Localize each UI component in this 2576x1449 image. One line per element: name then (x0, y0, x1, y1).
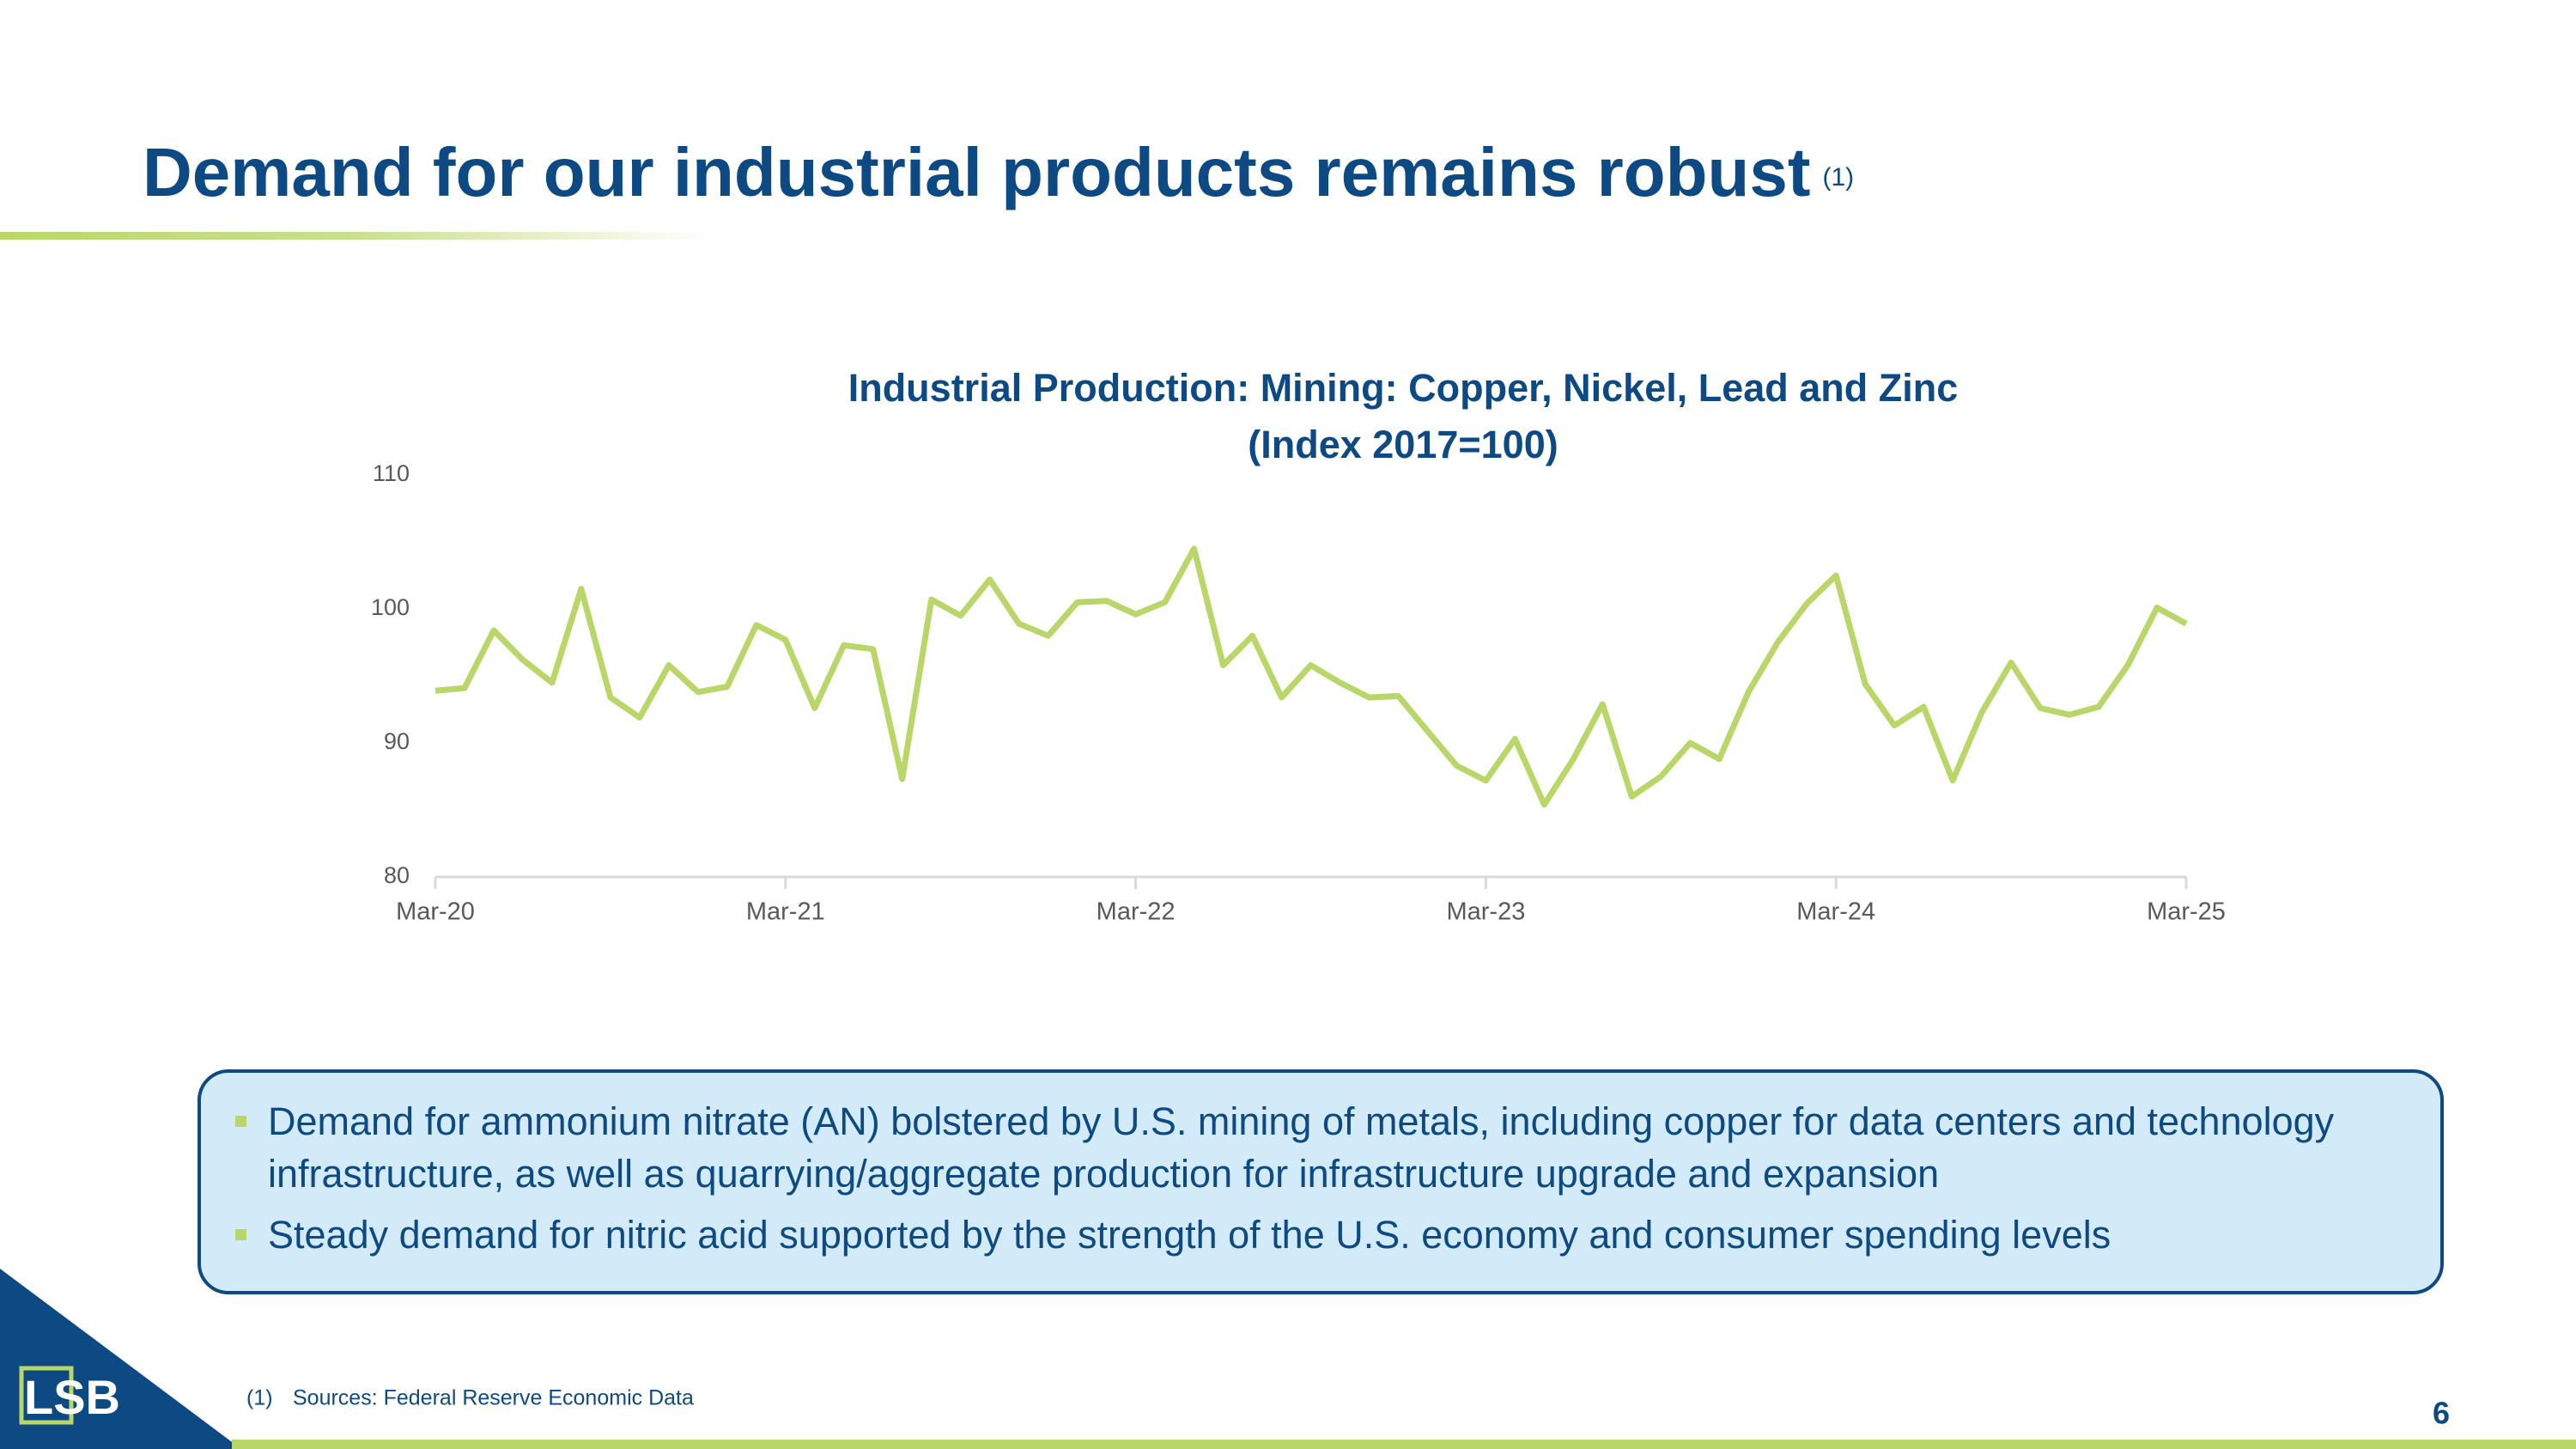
bottom-bar (232, 1440, 2576, 1449)
title-note: (1) (1822, 163, 1854, 192)
page-number: 6 (2433, 1396, 2450, 1431)
title-rule (0, 232, 713, 240)
x-tick-label: Mar-20 (396, 898, 475, 926)
chart-subtitle: (Index 2017=100) (1248, 423, 1558, 466)
x-tick-label: Mar-22 (1097, 898, 1176, 926)
x-tick-label: Mar-23 (1446, 898, 1525, 926)
bullet-box: Demand for ammonium nitrate (AN) bolster… (197, 1069, 2444, 1294)
y-tick-label: 110 (373, 460, 410, 486)
logo-triangle (0, 1269, 241, 1449)
y-tick-label: 100 (371, 594, 410, 620)
x-tick-label: Mar-21 (746, 898, 825, 926)
x-tick-label: Mar-25 (2147, 898, 2226, 926)
bullet: Steady demand for nitric acid supported … (235, 1209, 2389, 1261)
chart-title: Industrial Production: Mining: Copper, N… (848, 366, 1959, 410)
x-tick-label: Mar-24 (1796, 898, 1875, 926)
bullet: Demand for ammonium nitrate (AN) bolster… (235, 1095, 2389, 1200)
slide-title: Demand for our industrial products remai… (143, 134, 1810, 210)
plot: 80 90 100 110 Mar-20 Mar-21 Mar-22 Mar-23 Mar-24… (371, 460, 2226, 926)
y-tick-label: 80 (384, 862, 410, 888)
logo-text: LSB (24, 1370, 120, 1424)
footnote-marker: (1) (246, 1386, 273, 1410)
footnote-text: Sources: Federal Reserve Economic Data (293, 1386, 694, 1410)
data-line (434, 545, 2188, 808)
y-tick-label: 90 (384, 728, 410, 754)
logo-frame (19, 1366, 74, 1425)
